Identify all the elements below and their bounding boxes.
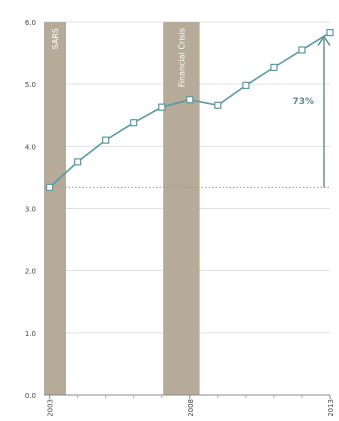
y-tick-label: 6.0	[25, 19, 36, 27]
data-point	[242, 81, 250, 90]
data-point	[214, 101, 222, 109]
data-point	[130, 119, 138, 127]
data-point	[158, 103, 166, 111]
data-point	[102, 136, 110, 144]
shaded-period-band	[163, 22, 200, 395]
shaded-period-label: SARS	[51, 28, 60, 49]
y-tick-label: 4.0	[25, 143, 36, 151]
x-tick-label: 2008	[187, 399, 195, 416]
y-tick-label: 2.0	[25, 268, 36, 276]
y-tick-label: 3.0	[25, 206, 36, 214]
shaded-period-label: Financial Crisis	[177, 28, 186, 87]
data-point	[298, 46, 306, 54]
data-point	[46, 183, 54, 191]
series	[46, 28, 334, 191]
y-tick-label: 1.0	[25, 330, 36, 338]
data-point	[74, 158, 82, 166]
data-point	[186, 96, 194, 104]
axes: 0.0 1.0 2.0 3.0 4.0 5.0 6.0 2003 2008 2013	[25, 19, 335, 417]
annotation: 73%	[292, 35, 331, 188]
annotation-label: 73%	[292, 97, 314, 107]
x-tick-label: 2003	[47, 399, 55, 416]
shaded-period-band	[44, 22, 66, 395]
shaded-periods: SARS Financial Crisis	[44, 22, 200, 395]
data-point	[270, 63, 278, 71]
y-tick-label: 5.0	[25, 81, 36, 89]
annotation-arrow-head	[317, 35, 331, 46]
y-tick-label: 0.0	[25, 392, 36, 400]
data-point	[326, 28, 334, 37]
x-tick-label: 2013	[327, 399, 335, 416]
